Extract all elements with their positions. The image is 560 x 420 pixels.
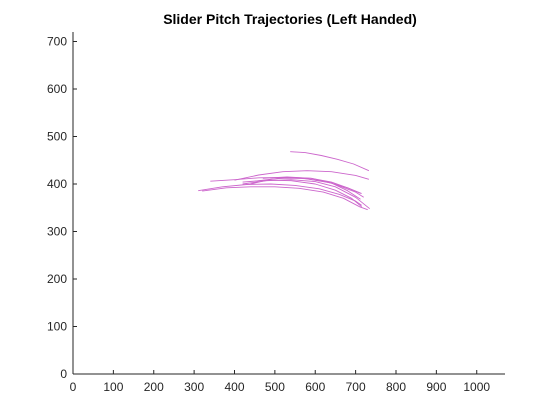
trajectory-line bbox=[242, 179, 370, 210]
x-tick-label: 900 bbox=[426, 380, 446, 394]
y-tick-label: 500 bbox=[47, 130, 67, 144]
trajectory-line bbox=[242, 179, 362, 208]
x-tick-label: 1000 bbox=[463, 380, 490, 394]
trajectory-line bbox=[290, 151, 370, 172]
x-tick-label: 700 bbox=[346, 380, 366, 394]
y-tick-label: 700 bbox=[47, 35, 67, 49]
x-tick-label: 100 bbox=[103, 380, 123, 394]
plot-area: 0 100 200 300 400 500 600 700 800 900 1000 0 100 200… bbox=[47, 32, 505, 394]
trajectory-line bbox=[254, 177, 362, 194]
x-tick-label: 200 bbox=[144, 380, 164, 394]
x-tick-label: 600 bbox=[305, 380, 325, 394]
trajectory-line bbox=[198, 183, 362, 206]
y-tick-label: 600 bbox=[47, 82, 67, 96]
x-tick-label: 400 bbox=[224, 380, 244, 394]
x-axis-ticks: 0 100 200 300 400 500 600 700 800 900 1000 bbox=[70, 370, 490, 394]
trajectory-line bbox=[202, 186, 368, 211]
y-tick-label: 200 bbox=[47, 272, 67, 286]
x-tick-label: 300 bbox=[184, 380, 204, 394]
y-tick-label: 300 bbox=[47, 225, 67, 239]
y-tick-label: 0 bbox=[60, 367, 67, 381]
trajectory-line bbox=[262, 176, 361, 200]
x-tick-label: 800 bbox=[386, 380, 406, 394]
x-tick-label: 500 bbox=[265, 380, 285, 394]
trajectory-line bbox=[234, 170, 370, 181]
y-axis-ticks: 0 100 200 300 400 500 600 700 bbox=[47, 35, 77, 381]
chart-title: Slider Pitch Trajectories (Left Handed) bbox=[163, 11, 417, 27]
x-tick-label: 0 bbox=[70, 380, 77, 394]
y-tick-label: 400 bbox=[47, 177, 67, 191]
trajectory-series bbox=[198, 151, 370, 211]
y-tick-label: 100 bbox=[47, 320, 67, 334]
